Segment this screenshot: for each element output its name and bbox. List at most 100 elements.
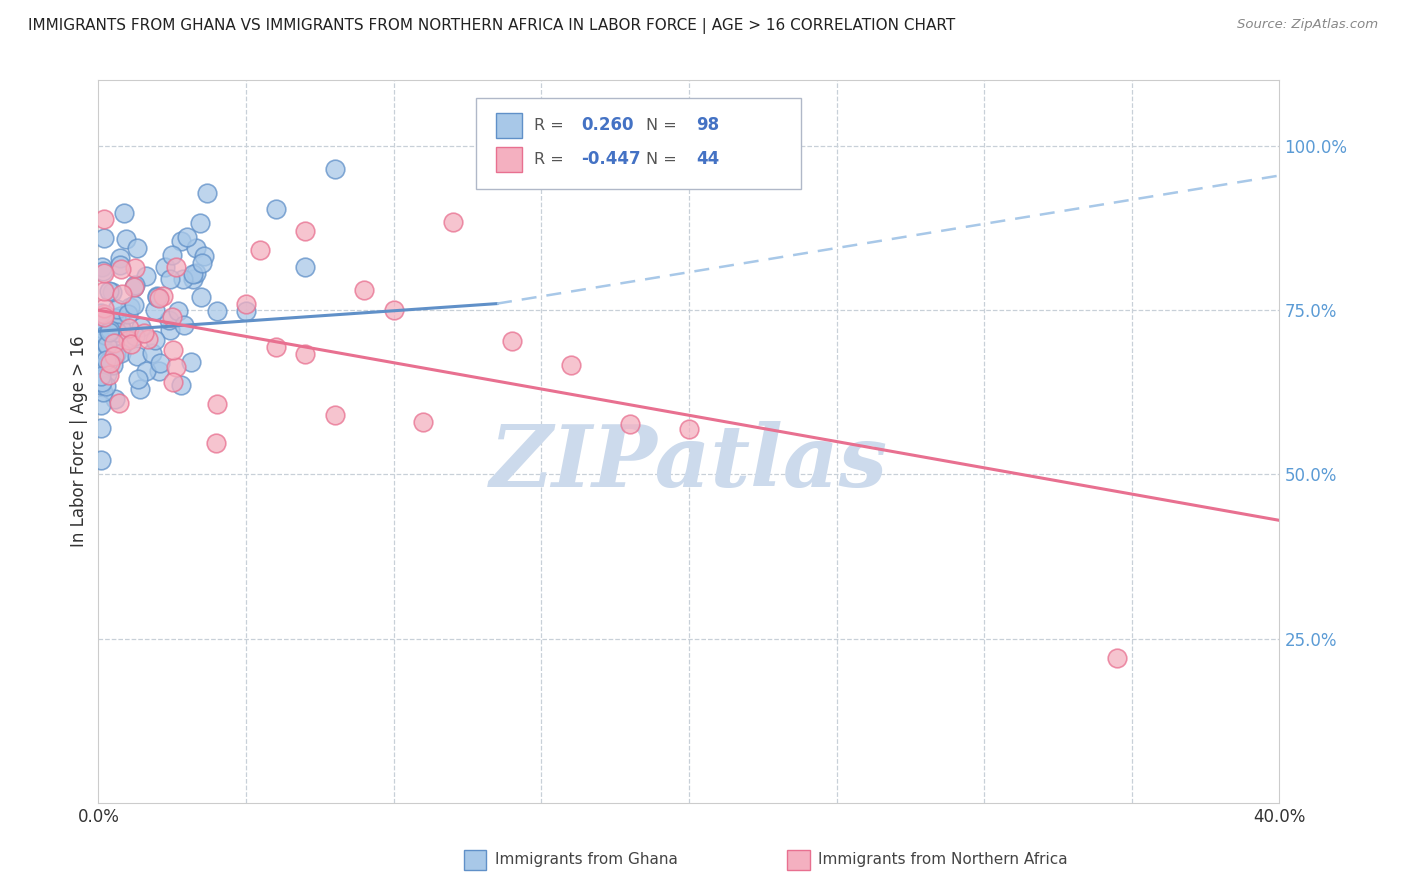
Point [91,309,114,323]
Point [117,331,139,345]
Point [249,243,271,257]
Point [153,260,176,274]
Point [91,334,114,348]
Point [91,385,114,400]
Point [193,250,215,264]
Point [323,408,346,422]
Text: IMMIGRANTS FROM GHANA VS IMMIGRANTS FROM NORTHERN AFRICA IN LABOR FORCE | AGE > : IMMIGRANTS FROM GHANA VS IMMIGRANTS FROM… [28,18,955,34]
Point [108,318,131,332]
Point [105,325,128,339]
Point [96,315,118,329]
Point [105,301,128,316]
Point [117,333,139,347]
Point [97,325,120,339]
Point [118,300,141,314]
Point [441,215,464,229]
Point [294,260,316,275]
Point [264,202,287,217]
Point [134,326,156,340]
Text: ZIPatlas: ZIPatlas [489,421,889,505]
Point [125,241,148,255]
Point [90,328,112,343]
Text: 0.260: 0.260 [582,117,634,135]
Point [162,247,183,261]
Point [186,266,208,280]
Text: 44: 44 [696,151,720,169]
Point [93,266,115,280]
Point [93,211,115,226]
Point [124,328,146,343]
Point [143,303,166,318]
Point [108,396,131,410]
Point [167,304,190,318]
Point [205,304,228,318]
Text: N =: N = [647,152,682,167]
Point [186,241,208,255]
Point [90,421,112,435]
Point [149,356,172,370]
Point [108,309,131,323]
Point [124,261,146,276]
Point [98,311,121,326]
Point [98,356,121,370]
Point [146,289,169,303]
Point [108,252,131,266]
Point [145,290,167,304]
Point [181,267,204,281]
Point [101,318,124,333]
Y-axis label: In Labor Force | Age > 16: In Labor Force | Age > 16 [70,335,89,548]
Point [91,260,114,275]
Point [205,397,228,411]
Point [90,314,112,328]
Point [122,279,145,293]
FancyBboxPatch shape [496,112,523,138]
Point [93,310,115,325]
Point [619,417,641,432]
Point [110,346,132,360]
Point [91,355,114,369]
Point [91,343,114,357]
Point [129,320,152,334]
Point [159,323,181,337]
Point [124,277,146,292]
Point [94,353,117,368]
Point [93,301,115,316]
Point [104,310,127,325]
Point [93,315,115,329]
Text: Immigrants from Northern Africa: Immigrants from Northern Africa [818,853,1069,867]
Point [90,306,112,320]
Point [172,272,194,286]
Point [162,343,184,357]
Point [94,327,117,342]
FancyBboxPatch shape [496,147,523,172]
Point [111,287,134,301]
Point [204,436,226,450]
Point [93,284,115,298]
Point [96,325,118,339]
Point [165,260,187,274]
Point [148,364,170,378]
Point [90,320,112,334]
Point [353,283,375,297]
Point [97,368,120,382]
Point [162,376,184,390]
Point [101,285,124,299]
Point [112,206,135,220]
Point [136,332,159,346]
Point [90,378,112,392]
Point [382,302,405,317]
Text: 98: 98 [696,117,718,135]
Point [103,336,125,351]
Point [122,280,145,294]
Point [160,310,183,324]
Point [129,382,152,396]
Point [195,186,218,201]
Point [93,231,115,245]
Point [412,416,434,430]
FancyBboxPatch shape [477,98,801,189]
Point [91,263,114,277]
Text: R =: R = [534,152,569,167]
Point [117,307,139,321]
Point [120,336,142,351]
Point [264,340,287,354]
